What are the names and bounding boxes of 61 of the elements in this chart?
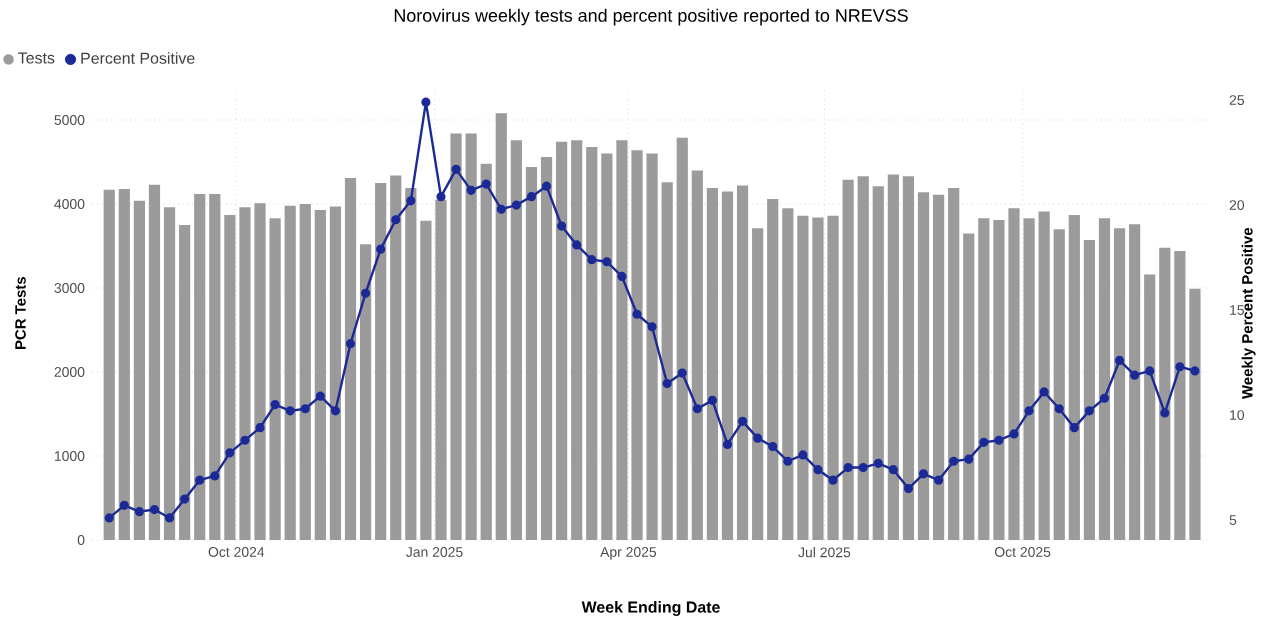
bar — [1159, 247, 1171, 540]
bar — [299, 204, 311, 540]
bar — [495, 113, 507, 540]
bar — [601, 153, 613, 540]
bar — [103, 189, 115, 540]
bar — [1174, 251, 1186, 540]
bar — [118, 188, 130, 540]
bar — [329, 206, 342, 540]
bar — [540, 156, 553, 540]
bar — [1129, 224, 1141, 540]
bar — [721, 191, 734, 540]
bar — [782, 208, 794, 540]
bar — [917, 192, 930, 540]
bar — [1053, 229, 1065, 540]
bar — [163, 207, 176, 540]
bar — [767, 198, 779, 540]
bar — [736, 185, 749, 540]
bar — [465, 133, 477, 540]
bar — [586, 146, 598, 540]
bar — [375, 183, 387, 540]
bar — [179, 225, 191, 540]
bar — [359, 244, 372, 540]
bar — [676, 137, 688, 540]
bar — [857, 176, 869, 540]
bar — [1083, 240, 1095, 540]
bar — [948, 188, 960, 540]
bar — [842, 179, 854, 540]
bar — [1038, 211, 1050, 540]
bar — [284, 205, 296, 540]
bar — [148, 184, 161, 540]
bar — [706, 188, 719, 540]
bar — [390, 175, 402, 540]
bar — [344, 177, 357, 540]
bar — [556, 141, 568, 540]
bar — [902, 176, 915, 540]
bar — [194, 193, 206, 540]
bar — [525, 167, 538, 540]
bar — [510, 140, 522, 540]
bar — [571, 140, 583, 540]
bar — [872, 186, 884, 540]
bar — [752, 228, 764, 540]
bar — [797, 215, 809, 540]
bar — [1144, 274, 1156, 540]
bar — [224, 214, 236, 540]
bar — [978, 218, 990, 540]
bar — [887, 174, 899, 540]
bar — [933, 194, 945, 540]
bar — [963, 233, 975, 540]
bar — [209, 193, 221, 540]
bar — [133, 200, 145, 540]
bar — [405, 188, 417, 540]
bar — [1189, 288, 1201, 540]
bar — [1098, 218, 1111, 540]
chart-title: Norovirus weekly tests and percent positive reported to NREVSS — [394, 8, 908, 26]
bar — [314, 209, 326, 540]
bar — [1068, 214, 1080, 540]
bar — [691, 170, 703, 540]
bar — [661, 182, 673, 540]
bar — [269, 218, 281, 540]
bar — [480, 163, 492, 540]
bar — [1113, 228, 1126, 540]
